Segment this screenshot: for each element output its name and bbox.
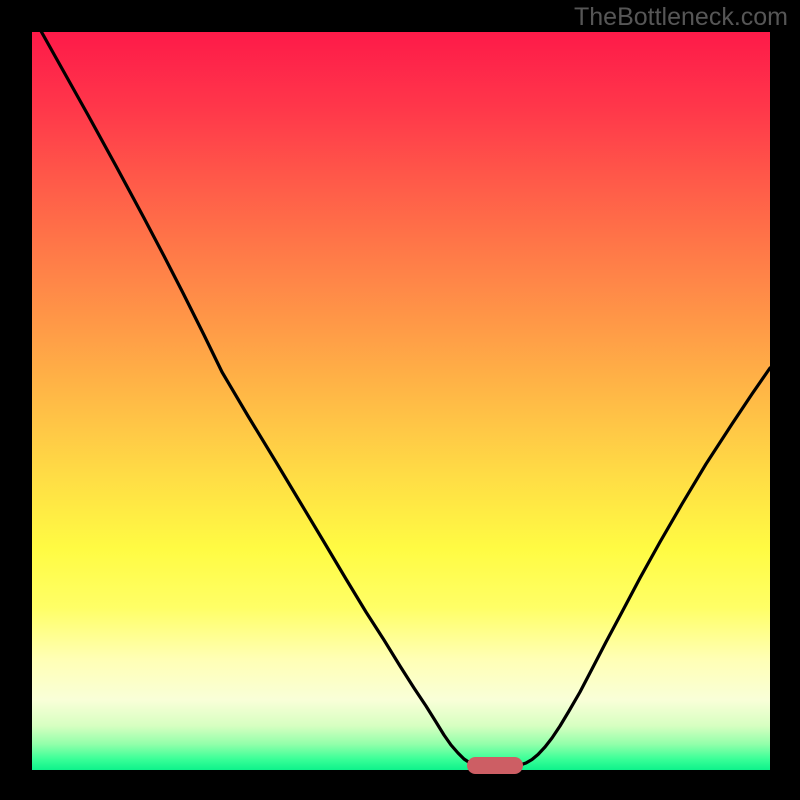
watermark-text: TheBottleneck.com	[574, 3, 788, 32]
chart-frame: TheBottleneck.com	[0, 0, 800, 800]
bottleneck-marker	[467, 757, 523, 774]
chart-svg	[0, 0, 800, 800]
bottleneck-curve	[32, 15, 770, 767]
